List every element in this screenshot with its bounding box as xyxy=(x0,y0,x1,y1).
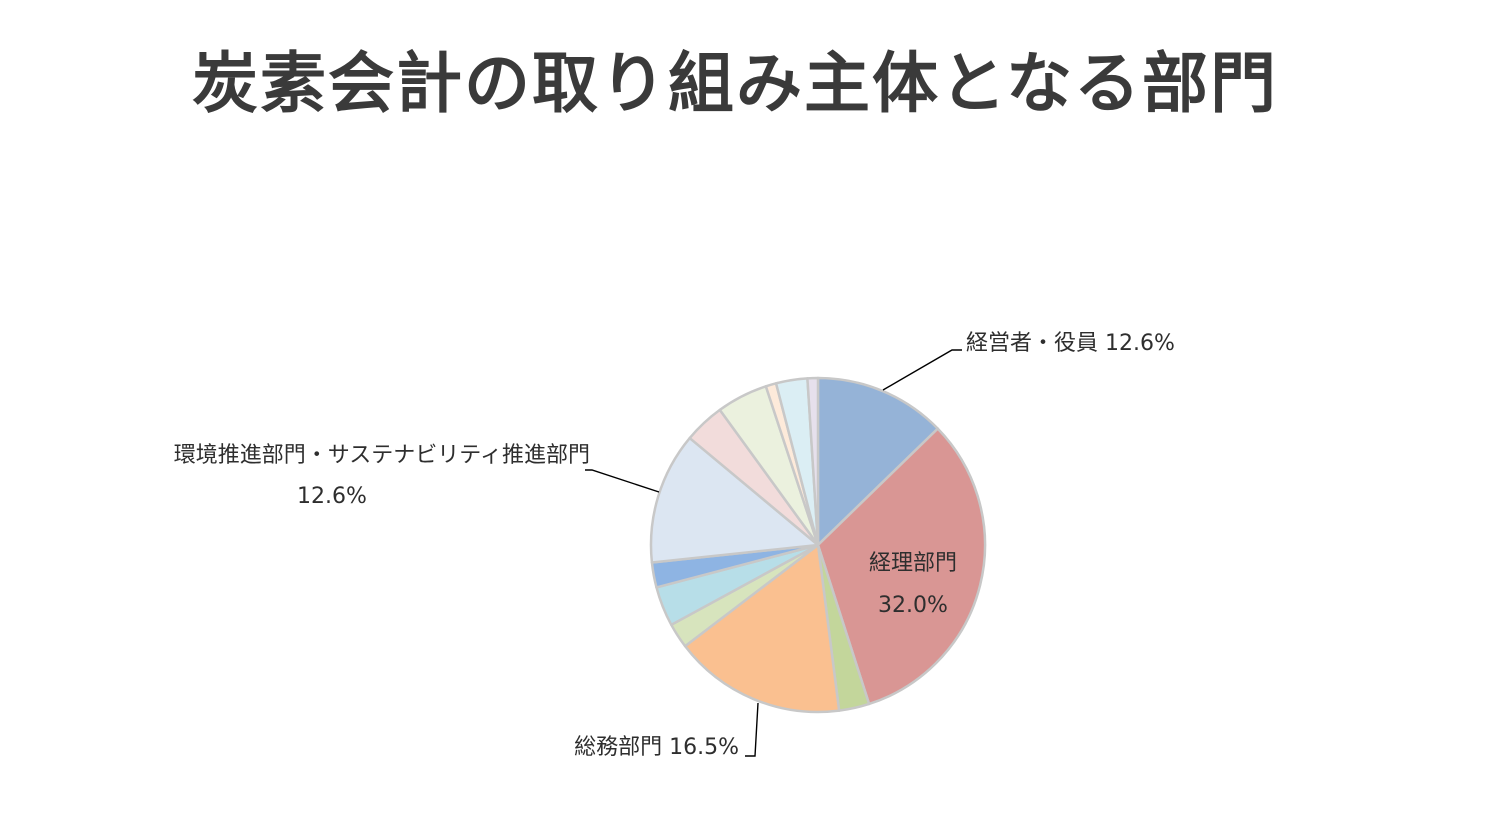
pie-slice-12 xyxy=(806,376,820,547)
data-label-environment-name: 環境推進部門・サステナビリティ推進部門 xyxy=(174,443,590,468)
pie-slice-7 xyxy=(649,436,820,564)
chart-title: 炭素会計の取り組み主体となる部門 xyxy=(191,45,1279,122)
pie-slice-0 xyxy=(816,376,940,547)
pie-slices xyxy=(649,376,987,714)
data-label-accounting-name: 経理部門 xyxy=(869,551,957,576)
leader-line-executives xyxy=(882,349,962,391)
pie-slice-3 xyxy=(683,543,841,714)
data-label-executives: 経営者・役員 12.6% xyxy=(966,331,1175,356)
pie-slice-1 xyxy=(816,427,987,706)
leader-line-general-affairs xyxy=(745,702,759,757)
leader-line-environment xyxy=(585,469,660,493)
data-label-general-affairs: 総務部門 16.5% xyxy=(574,735,739,760)
data-label-environment-value: 12.6% xyxy=(297,484,367,509)
data-label-accounting-value: 32.0% xyxy=(878,593,948,618)
